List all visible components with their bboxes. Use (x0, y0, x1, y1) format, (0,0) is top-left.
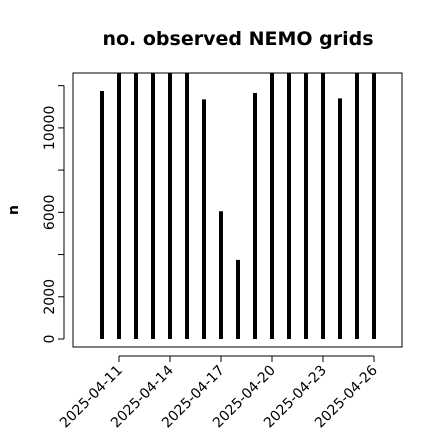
bars-layer (100, 73, 376, 339)
y-tick-label: 2000 (42, 279, 58, 315)
y-axis: 0 2000 6000 10000 (42, 85, 65, 344)
y-tick-label: 10000 (42, 106, 58, 151)
y-axis-label: n (6, 205, 22, 215)
y-tick-label: 6000 (42, 195, 58, 231)
plot-frame (72, 72, 403, 348)
x-axis: 2025-04-112025-04-142025-04-172025-04-20… (57, 355, 381, 431)
chart-title: no. observed NEMO grids (102, 28, 373, 50)
y-tick-label: 0 (42, 335, 58, 344)
